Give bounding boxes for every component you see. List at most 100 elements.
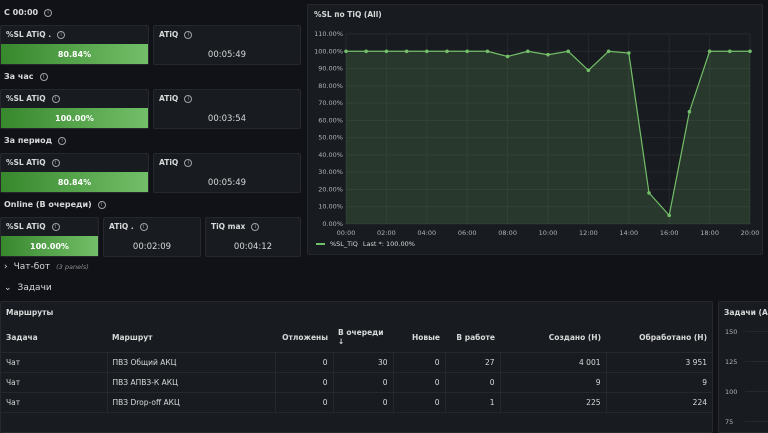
- info-icon[interactable]: i: [184, 158, 193, 167]
- routes-table: Задача Маршрут Отложены В очереди ↓ Новы…: [1, 322, 712, 413]
- panel-atiq-c0000: ATiQ i 00:05:49: [153, 25, 301, 65]
- y-tick-label: 110.00%: [314, 30, 343, 38]
- y-tick-label: 90.00%: [318, 65, 343, 73]
- data-point: [707, 49, 712, 54]
- col-in-work[interactable]: В работе: [445, 322, 500, 353]
- panel-atiq-online: ATiQ .i 00:02:09: [103, 217, 201, 257]
- x-tick-label: 04:00: [417, 229, 436, 237]
- info-icon[interactable]: i: [251, 222, 260, 231]
- data-point: [627, 51, 631, 55]
- info-icon[interactable]: i: [58, 136, 67, 145]
- col-created[interactable]: Создано (Н): [500, 322, 606, 353]
- tasks-y-tick: 100: [725, 388, 738, 396]
- col-postponed[interactable]: Отложены: [275, 322, 333, 353]
- info-icon[interactable]: i: [97, 200, 106, 209]
- panel-sl-c0000: %SL ATiQ .i 80.84%: [0, 25, 149, 65]
- gridline: [745, 391, 768, 392]
- sl-gauge: 100.00%: [1, 236, 98, 256]
- row-title-period: За период i: [4, 136, 67, 145]
- table-row[interactable]: Чат ПВЗ Общий АКЦ 0 30 0 27 4 001 3 951: [1, 352, 712, 373]
- info-icon[interactable]: i: [51, 158, 60, 167]
- panel-sl-period: %SL ATiQ i 80.84%: [0, 153, 149, 193]
- x-tick-label: 00:00: [337, 229, 356, 237]
- sl-gauge: 80.84%: [1, 172, 148, 192]
- sl-gauge: 80.84%: [1, 44, 148, 64]
- info-icon[interactable]: i: [39, 72, 48, 81]
- info-icon[interactable]: i: [51, 94, 60, 103]
- panel-sl-online: %SL ATiQ i 100.00%: [0, 217, 99, 257]
- sort-desc-icon: ↓: [338, 337, 345, 346]
- y-tick-label: 30.00%: [318, 168, 343, 176]
- info-icon[interactable]: i: [44, 8, 53, 17]
- panel-sl-hour: %SL ATiQ i 100.00%: [0, 89, 149, 129]
- x-tick-label: 06:00: [458, 229, 477, 237]
- info-icon[interactable]: i: [184, 30, 193, 39]
- row-title-online: Online (В очереди) i: [4, 200, 106, 209]
- x-tick-label: 20:00: [741, 229, 760, 237]
- data-point: [728, 49, 732, 54]
- y-tick-label: 0.00%: [322, 220, 343, 228]
- col-task[interactable]: Задача: [1, 322, 107, 353]
- sl-gauge: 100.00%: [1, 108, 148, 128]
- data-point: [687, 109, 692, 114]
- data-point: [606, 49, 611, 54]
- tasks-y-tick: 150: [725, 328, 738, 336]
- panel-atiq-period: ATiQ i 00:05:49: [153, 153, 301, 193]
- x-tick-label: 10:00: [539, 229, 558, 237]
- col-in-queue[interactable]: В очереди ↓: [333, 322, 393, 353]
- tasks-y-tick: 75: [725, 418, 734, 426]
- panel-tiq-max-online: TiQ max i 00:04:12: [205, 217, 301, 257]
- panel-atiq-hour: ATiQ i 00:03:54: [153, 89, 301, 129]
- x-tick-label: 18:00: [700, 229, 719, 237]
- data-point: [364, 49, 368, 54]
- x-tick-label: 16:00: [660, 229, 679, 237]
- data-point: [748, 49, 752, 54]
- tasks-y-tick: 125: [725, 358, 738, 366]
- data-point: [384, 49, 389, 54]
- info-icon[interactable]: i: [51, 222, 60, 231]
- data-point: [485, 49, 490, 54]
- info-icon[interactable]: i: [139, 222, 148, 231]
- gridline: [745, 331, 768, 332]
- data-point: [425, 49, 429, 54]
- tasks-all-panel: Задачи (All) 150 125 100 75: [718, 301, 768, 433]
- data-point: [546, 52, 550, 57]
- gridline: [745, 421, 768, 422]
- data-point: [404, 49, 409, 54]
- series-area: [346, 51, 750, 224]
- y-tick-label: 10.00%: [318, 203, 343, 211]
- x-tick-label: 02:00: [377, 229, 396, 237]
- x-tick-label: 08:00: [498, 229, 517, 237]
- col-new[interactable]: Новые: [393, 322, 445, 353]
- gridline: [745, 361, 768, 362]
- data-point: [445, 49, 449, 54]
- routes-title: Маршруты: [6, 308, 54, 317]
- y-tick-label: 60.00%: [318, 116, 343, 124]
- section-chatbot[interactable]: › Чат-бот (3 panels): [4, 262, 89, 272]
- sl-chart-panel: %SL по TiQ (All) 0.00% 10.00% 20.00% 30.00%…: [307, 4, 763, 255]
- info-icon[interactable]: i: [184, 94, 193, 103]
- chevron-down-icon: ⌄: [4, 283, 12, 293]
- atiq-value: 00:05:49: [207, 50, 247, 60]
- y-tick-label: 40.00%: [318, 151, 343, 159]
- table-row[interactable]: Чат ПВЗ Drop-off АКЦ 0 0 0 1 225 224: [1, 392, 712, 413]
- x-tick-label: 14:00: [619, 229, 638, 237]
- chevron-right-icon: ›: [4, 262, 8, 272]
- section-tasks[interactable]: ⌄ Задачи: [4, 283, 52, 293]
- chart-legend[interactable]: %SL_TiQ Last *: 100.00%: [316, 240, 415, 248]
- table-row[interactable]: Чат ПВЗ АПВЗ-К АКЦ 0 0 0 0 9 9: [1, 372, 712, 393]
- col-processed[interactable]: Обработано (Н): [606, 322, 712, 353]
- y-tick-label: 70.00%: [318, 99, 343, 107]
- table-header-row: Задача Маршрут Отложены В очереди ↓ Новы…: [1, 322, 712, 353]
- row-title-hour: За час i: [4, 72, 48, 81]
- data-point: [505, 54, 510, 59]
- data-point: [465, 49, 469, 54]
- data-point: [566, 49, 570, 54]
- atiq-value: 00:02:09: [132, 242, 172, 252]
- info-icon[interactable]: i: [57, 30, 66, 39]
- col-route[interactable]: Маршрут: [107, 322, 275, 353]
- tiq-max-value: 00:04:12: [233, 242, 273, 252]
- y-tick-label: 80.00%: [318, 82, 343, 90]
- row-title-c0000: С 00:00 i: [4, 8, 53, 17]
- sl-chart[interactable]: 0.00% 10.00% 20.00% 30.00% 40.00% 50.00% 60.00…: [308, 5, 764, 256]
